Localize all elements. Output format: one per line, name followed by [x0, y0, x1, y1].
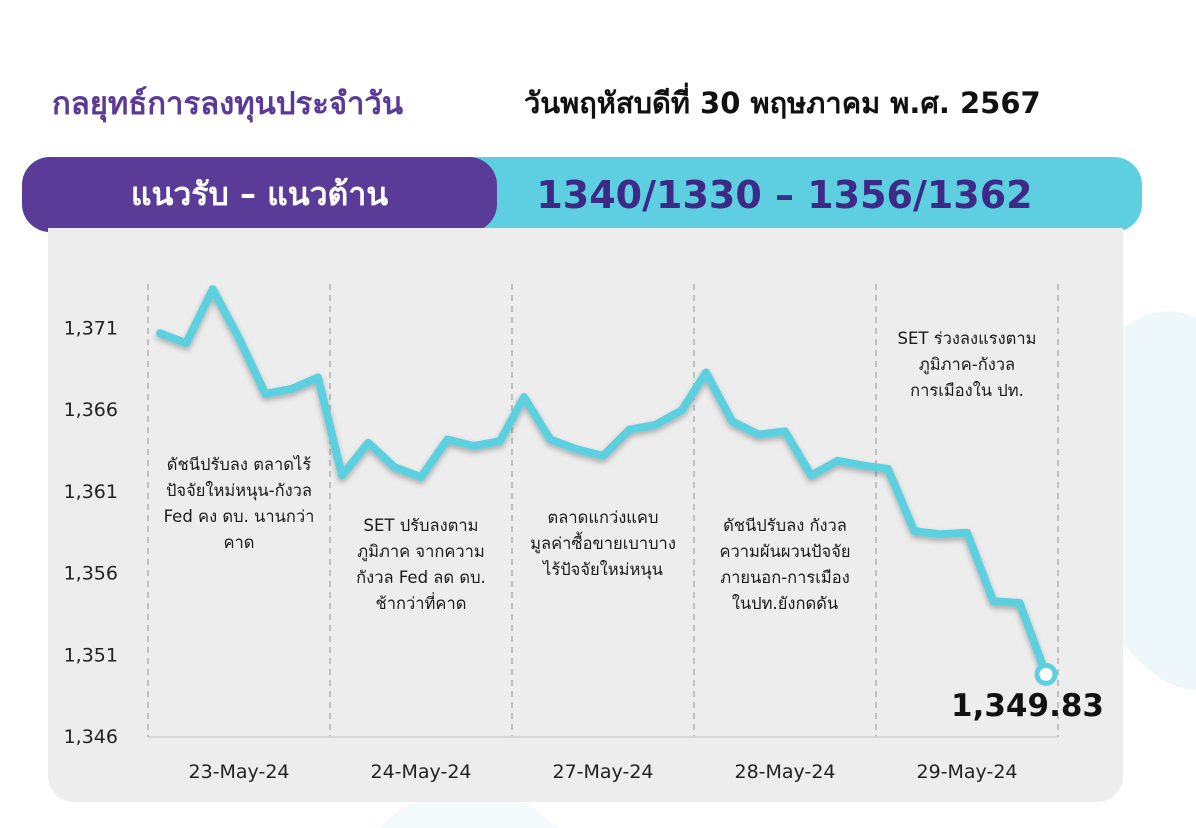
annotation-line: ช้ากว่าที่คาด: [376, 592, 467, 613]
set-index-series-line: [156, 285, 1050, 679]
y-tick-label: 1,351: [64, 644, 118, 666]
x-tick-label: 29-May-24: [916, 761, 1017, 783]
annotation-line: ในปท.ยังกดดัน: [732, 594, 838, 613]
annotation-line: คาด: [223, 533, 254, 552]
annotation-line: การเมืองใน ปท.: [910, 381, 1024, 400]
support-resistance-label-box: แนวรับ – แนวต้าน: [22, 157, 497, 232]
annotation-line: ภายนอก-การเมือง: [720, 568, 850, 587]
date-label: วันพฤหัสบดีที่ 30 พฤษภาคม พ.ศ. 2567: [524, 86, 1041, 120]
x-tick-label: 27-May-24: [552, 761, 653, 783]
annotation-line: กังวล Fed ลด ดบ.: [356, 568, 486, 587]
annotation-line: ภูมิภาค จากความ: [357, 542, 485, 562]
y-tick-label: 1,371: [64, 317, 118, 339]
last-value-label: 1,349.83: [951, 688, 1104, 724]
support-resistance-levels: 1340/1330 – 1356/1362: [536, 172, 1033, 217]
annotation-line: SET ปรับลงตาม: [363, 516, 478, 535]
x-tick-label: 28-May-24: [734, 761, 835, 783]
annotation-line: ภูมิภาค-กังวล: [919, 355, 1015, 375]
y-tick-label: 1,366: [64, 399, 118, 421]
annotation-line: มูลค่าซื้อขายเบาบาง: [530, 531, 676, 554]
annotation-line: ปัจจัยใหม่หนุน-กังวล: [166, 481, 312, 501]
support-resistance-label: แนวรับ – แนวต้าน: [130, 175, 389, 213]
annotation-line: ไร้ปัจจัยใหม่หนุน: [541, 560, 663, 580]
annotation-line: ความผันผวนปัจจัย: [719, 542, 850, 561]
annotation-line: ดัชนีปรับลง ตลาดไร้: [167, 455, 312, 474]
page-title: กลยุทธ์การลงทุนประจำวัน: [52, 86, 404, 122]
x-tick-label: 24-May-24: [370, 761, 471, 783]
annotation-line: SET ร่วงลงแรงตาม: [898, 329, 1037, 348]
annotation-line: Fed คง ดบ. นานกว่า: [164, 507, 315, 526]
y-tick-label: 1,356: [64, 563, 118, 585]
day-annotation: ดัชนีปรับลง กังวลความผันผวนปัจจัยภายนอก-…: [719, 516, 850, 613]
y-tick-label: 1,361: [64, 481, 118, 503]
annotation-line: ตลาดแกว่งแคบ: [548, 508, 659, 527]
day-annotation: ดัชนีปรับลง ตลาดไร้ปัจจัยใหม่หนุน-กังวล F…: [164, 455, 315, 552]
last-value-marker: [1034, 662, 1058, 686]
annotation-line: ดัชนีปรับลง กังวล: [723, 516, 847, 535]
day-annotation: ตลาดแกว่งแคบมูลค่าซื้อขายเบาบางไร้ปัจจัย…: [530, 508, 676, 580]
y-tick-label: 1,346: [64, 726, 118, 748]
x-tick-label: 23-May-24: [188, 761, 289, 783]
day-annotation: SET ร่วงลงแรงตามภูมิภาค-กังวลการเมืองใน …: [898, 329, 1037, 400]
